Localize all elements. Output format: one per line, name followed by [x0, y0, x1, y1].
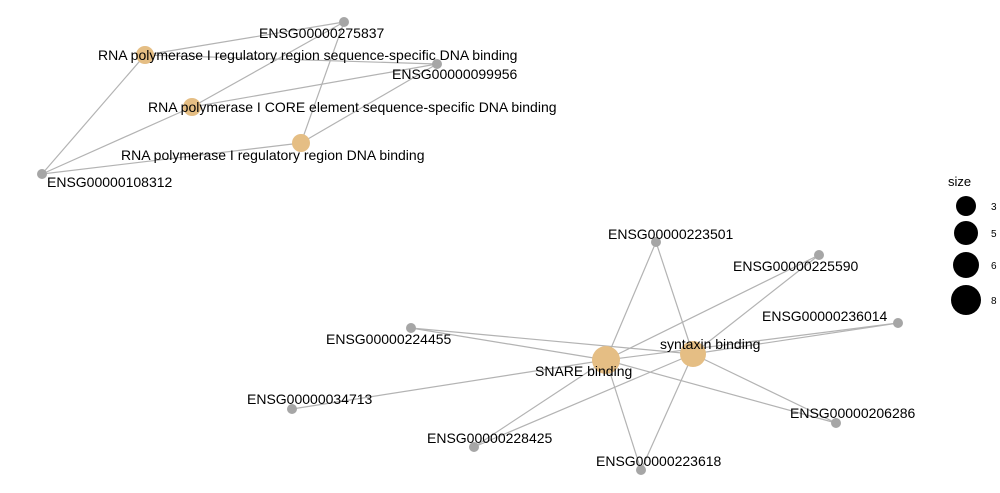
gene-node-g223501 — [651, 237, 661, 247]
edge-syntaxin-g224455 — [410, 327, 694, 355]
legend-label-8: 8 — [991, 296, 997, 307]
category-node-syntaxin — [680, 341, 706, 367]
gene-node-g034713 — [287, 404, 297, 414]
edge-rna_pol_reg_seq-g099956 — [144, 54, 438, 65]
legend-label-3: 3 — [991, 202, 997, 213]
nodes-layer — [37, 17, 903, 475]
edge-syntaxin-g225590 — [692, 254, 820, 355]
edge-syntaxin-g223501 — [655, 241, 694, 355]
edge-syntaxin-g228425 — [473, 353, 694, 448]
edge-rna_pol_reg_seq-g108312 — [41, 54, 146, 175]
gene-node-g206286 — [831, 418, 841, 428]
node-label-g223501: ENSG00000223501 — [608, 226, 734, 242]
edge-rna_pol_core-g108312 — [41, 106, 193, 175]
node-label-snare: SNARE binding — [535, 363, 632, 379]
category-node-snare — [592, 346, 620, 374]
legend-items: 3 5 6 8 — [951, 196, 997, 315]
node-label-g224455: ENSG00000224455 — [326, 331, 452, 347]
legend-dot-8 — [951, 285, 981, 315]
edges-layer — [41, 21, 899, 471]
node-label-g099956: ENSG00000099956 — [392, 66, 518, 82]
edge-syntaxin-g206286 — [692, 353, 837, 424]
edge-snare-g034713 — [291, 359, 607, 410]
edge-snare-g206286 — [605, 359, 837, 424]
node-label-rna_pol_reg: RNA polymerase I regulatory region DNA b… — [121, 147, 425, 163]
node-label-g225590: ENSG00000225590 — [733, 258, 859, 274]
labels-layer: RNA polymerase I regulatory region seque… — [47, 25, 916, 469]
node-label-g108312: ENSG00000108312 — [47, 174, 173, 190]
legend-dot-3 — [956, 196, 976, 216]
node-label-rna_pol_core: RNA polymerase I CORE element sequence-s… — [148, 99, 557, 115]
category-node-rna_pol_reg_seq — [136, 46, 154, 64]
edge-snare-g225590 — [605, 254, 820, 361]
edge-syntaxin-g223618 — [640, 353, 694, 471]
edge-snare-g228425 — [473, 359, 607, 448]
edge-rna_pol_core-g275837 — [191, 21, 345, 108]
node-label-g236014: ENSG00000236014 — [762, 308, 888, 324]
edge-rna_pol_reg-g275837 — [300, 21, 345, 144]
edge-snare-g236014 — [605, 322, 899, 361]
category-node-rna_pol_core — [183, 98, 201, 116]
edge-rna_pol_reg-g099956 — [300, 63, 438, 144]
edge-rna_pol_reg_seq-g275837 — [144, 21, 345, 56]
node-label-rna_pol_reg_seq: RNA polymerase I regulatory region seque… — [98, 47, 517, 63]
gene-node-g225590 — [814, 250, 824, 260]
node-label-g275837: ENSG00000275837 — [259, 25, 385, 41]
edge-syntaxin-g236014 — [692, 322, 899, 355]
category-node-rna_pol_reg — [292, 134, 310, 152]
edge-rna_pol_reg-g108312 — [41, 142, 302, 175]
gene-node-g224455 — [406, 323, 416, 333]
legend-dot-5 — [954, 221, 978, 245]
gene-node-g223618 — [636, 465, 646, 475]
edge-snare-g223501 — [605, 241, 657, 361]
gene-node-g236014 — [893, 318, 903, 328]
gene-node-g275837 — [339, 17, 349, 27]
gene-node-g228425 — [469, 442, 479, 452]
edge-snare-g223618 — [605, 359, 642, 471]
legend-label-6: 6 — [991, 261, 997, 272]
node-label-g228425: ENSG00000228425 — [427, 430, 553, 446]
legend-title: size — [948, 174, 971, 189]
edge-snare-g224455 — [410, 327, 607, 361]
legend-label-5: 5 — [991, 229, 997, 240]
node-label-g206286: ENSG00000206286 — [790, 405, 916, 421]
gene-node-g108312 — [37, 169, 47, 179]
legend-dot-6 — [953, 252, 979, 278]
size-legend: size 3 5 6 8 — [948, 174, 997, 315]
edge-rna_pol_core-g099956 — [191, 63, 438, 108]
gene-node-g099956 — [432, 59, 442, 69]
node-label-g034713: ENSG00000034713 — [247, 391, 373, 407]
node-label-g223618: ENSG00000223618 — [596, 453, 722, 469]
node-label-syntaxin: syntaxin binding — [660, 336, 760, 352]
